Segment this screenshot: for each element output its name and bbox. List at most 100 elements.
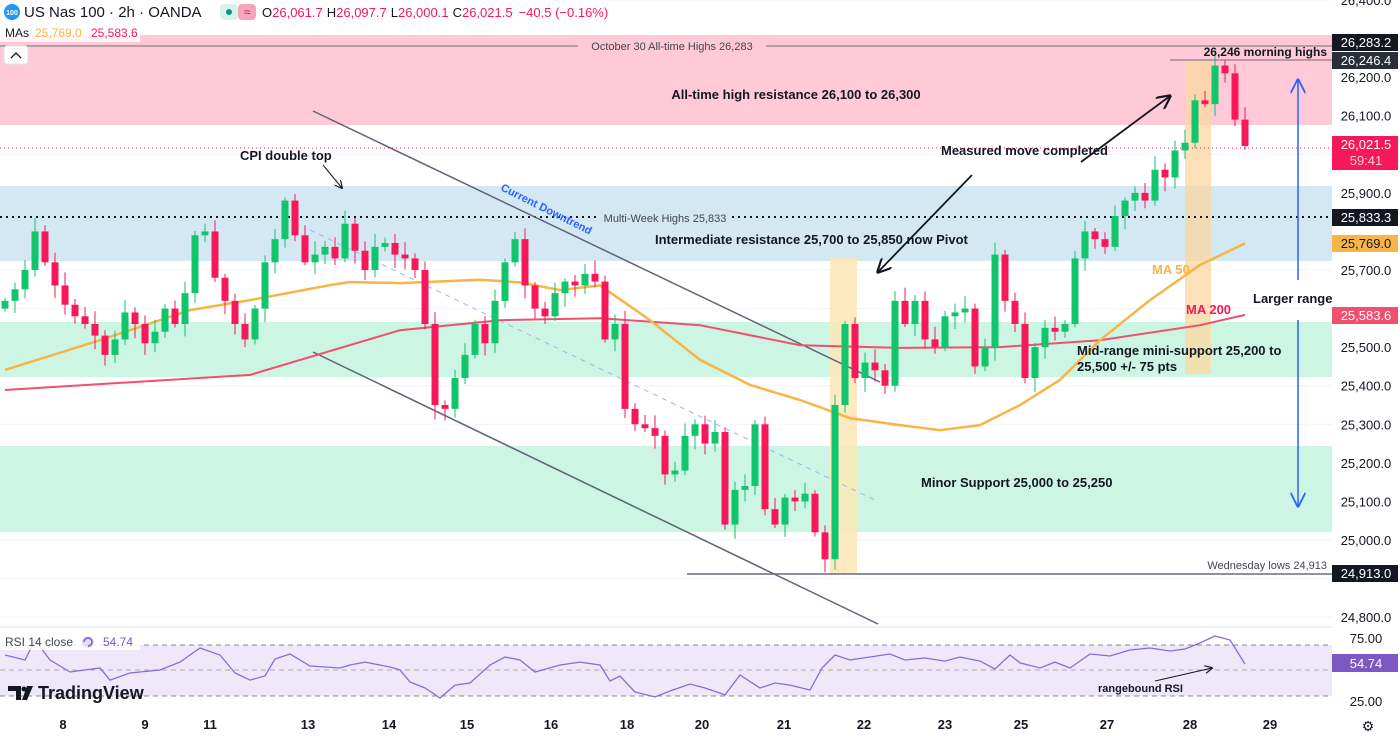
candle-body: [291, 200, 299, 236]
candle-body: [341, 223, 349, 259]
last-price-text: 26,021.5: [1341, 137, 1392, 152]
larger-range-label: Larger range: [1253, 291, 1332, 306]
candle-body: [921, 300, 929, 340]
candle-body: [31, 231, 39, 271]
candle-body: [1011, 300, 1019, 325]
candle-body: [481, 324, 489, 344]
candle-body: [351, 223, 359, 251]
candle-body: [571, 281, 579, 286]
ma200-line: [4, 313, 1246, 391]
ma50-value: 25,769.0: [35, 26, 82, 40]
candle-body: [531, 285, 539, 309]
candle-body: [321, 246, 329, 255]
ma200-price-text: 25,583.6: [1341, 308, 1392, 323]
time-tick: 25: [1014, 717, 1028, 732]
candle-body: [971, 308, 979, 367]
price-tick: 25,300.0: [1341, 417, 1392, 432]
svg-text:TradingView: TradingView: [38, 683, 145, 703]
time-tick: 22: [857, 717, 871, 732]
candle-body: [491, 300, 499, 344]
candle-body: [411, 258, 419, 271]
candle-body: [1041, 327, 1049, 348]
rsi-legend-value: 54.74: [103, 635, 133, 649]
candle-body: [871, 362, 879, 371]
price-tick: 25,000.0: [1341, 533, 1392, 548]
tradingview-logo[interactable]: TradingView: [8, 683, 145, 703]
price-tick: 25,900.0: [1341, 186, 1392, 201]
candle-body: [851, 324, 859, 379]
wed-low-price-tag: [1332, 565, 1398, 582]
candle-body: [201, 231, 209, 236]
mas-label[interactable]: MAs: [5, 26, 29, 40]
candle-body: [1101, 239, 1109, 247]
price-tick: 26,200.0: [1341, 70, 1392, 85]
candle-body: [551, 293, 559, 317]
time-tick: 8: [59, 717, 66, 732]
candle-body: [161, 308, 169, 332]
candle-body: [1091, 231, 1099, 240]
candle-body: [631, 408, 639, 425]
time-axis[interactable]: 8 9 11 13 14 15 16 18 20 21 22 23 25 27 28 29: [59, 717, 1277, 732]
candle-body: [951, 312, 959, 317]
time-tick: 9: [141, 717, 148, 732]
candle-body: [1241, 119, 1249, 147]
wed-low-price-text: 24,913.0: [1341, 566, 1392, 581]
candle-body: [331, 246, 339, 259]
candle-body: [241, 324, 249, 340]
downtrend-mid-line[interactable]: [309, 229, 876, 501]
price-tick: 25,200.0: [1341, 456, 1392, 471]
candle-body: [541, 308, 549, 317]
data-delay-button[interactable]: [238, 4, 256, 20]
time-tick: 15: [460, 717, 474, 732]
candle-body: [811, 493, 819, 533]
candle-body: [691, 424, 699, 436]
settings-gear-icon[interactable]: ⚙: [1362, 718, 1375, 734]
candle-body: [651, 428, 659, 436]
candle-body: [141, 324, 149, 344]
price-axis[interactable]: [1332, 0, 1400, 736]
candle-body: [801, 493, 809, 502]
bar-countdown: 59:41: [1350, 153, 1383, 168]
candle-body: [521, 239, 529, 286]
candle-body: [661, 435, 669, 475]
candle-body: [791, 497, 799, 502]
candle-body: [91, 324, 99, 336]
collapse-legend-button[interactable]: [3, 45, 29, 65]
candle-body: [131, 312, 139, 325]
candle-body: [61, 285, 69, 305]
candle-body: [1, 300, 9, 309]
candle-body: [21, 270, 29, 290]
candle-body: [181, 293, 189, 325]
rsi-value-tag-text: 54.74: [1350, 656, 1383, 671]
candle-body: [1121, 200, 1129, 217]
candle-body: [1141, 192, 1149, 201]
ath-resistance-label: All-time high resistance 26,100 to 26,30…: [671, 87, 920, 102]
morning-price-tag: [1332, 52, 1398, 69]
candle-body: [771, 509, 779, 525]
symbol-title[interactable]: US Nas 100 · 2h · OANDA: [24, 4, 202, 21]
candle-body: [361, 250, 369, 271]
candle-body: [191, 235, 199, 294]
candle-body: [391, 243, 399, 255]
chevron-up-icon: [10, 52, 22, 59]
candle-body: [981, 347, 989, 367]
ath-price-tag: [1332, 34, 1398, 51]
cpi-arrow-icon: [322, 164, 342, 188]
downtrend-lower-line[interactable]: [312, 351, 879, 625]
candle-body: [601, 281, 609, 340]
candle-body: [431, 324, 439, 406]
rsi-label[interactable]: RSI 14 close: [5, 635, 73, 649]
candle-body: [1111, 216, 1119, 247]
time-tick: 23: [938, 717, 952, 732]
ma50-line: [4, 242, 1246, 432]
measured-move-label: Measured move completed: [941, 143, 1108, 158]
candle-body: [1211, 65, 1219, 105]
downtrend-upper-line[interactable]: [312, 110, 881, 383]
candle-body: [1191, 100, 1199, 143]
price-tick: 25,500.0: [1341, 340, 1392, 355]
rsi-line: [4, 635, 1246, 699]
candle-body: [441, 405, 449, 409]
candle-body: [471, 324, 479, 355]
candle-body: [721, 432, 729, 525]
